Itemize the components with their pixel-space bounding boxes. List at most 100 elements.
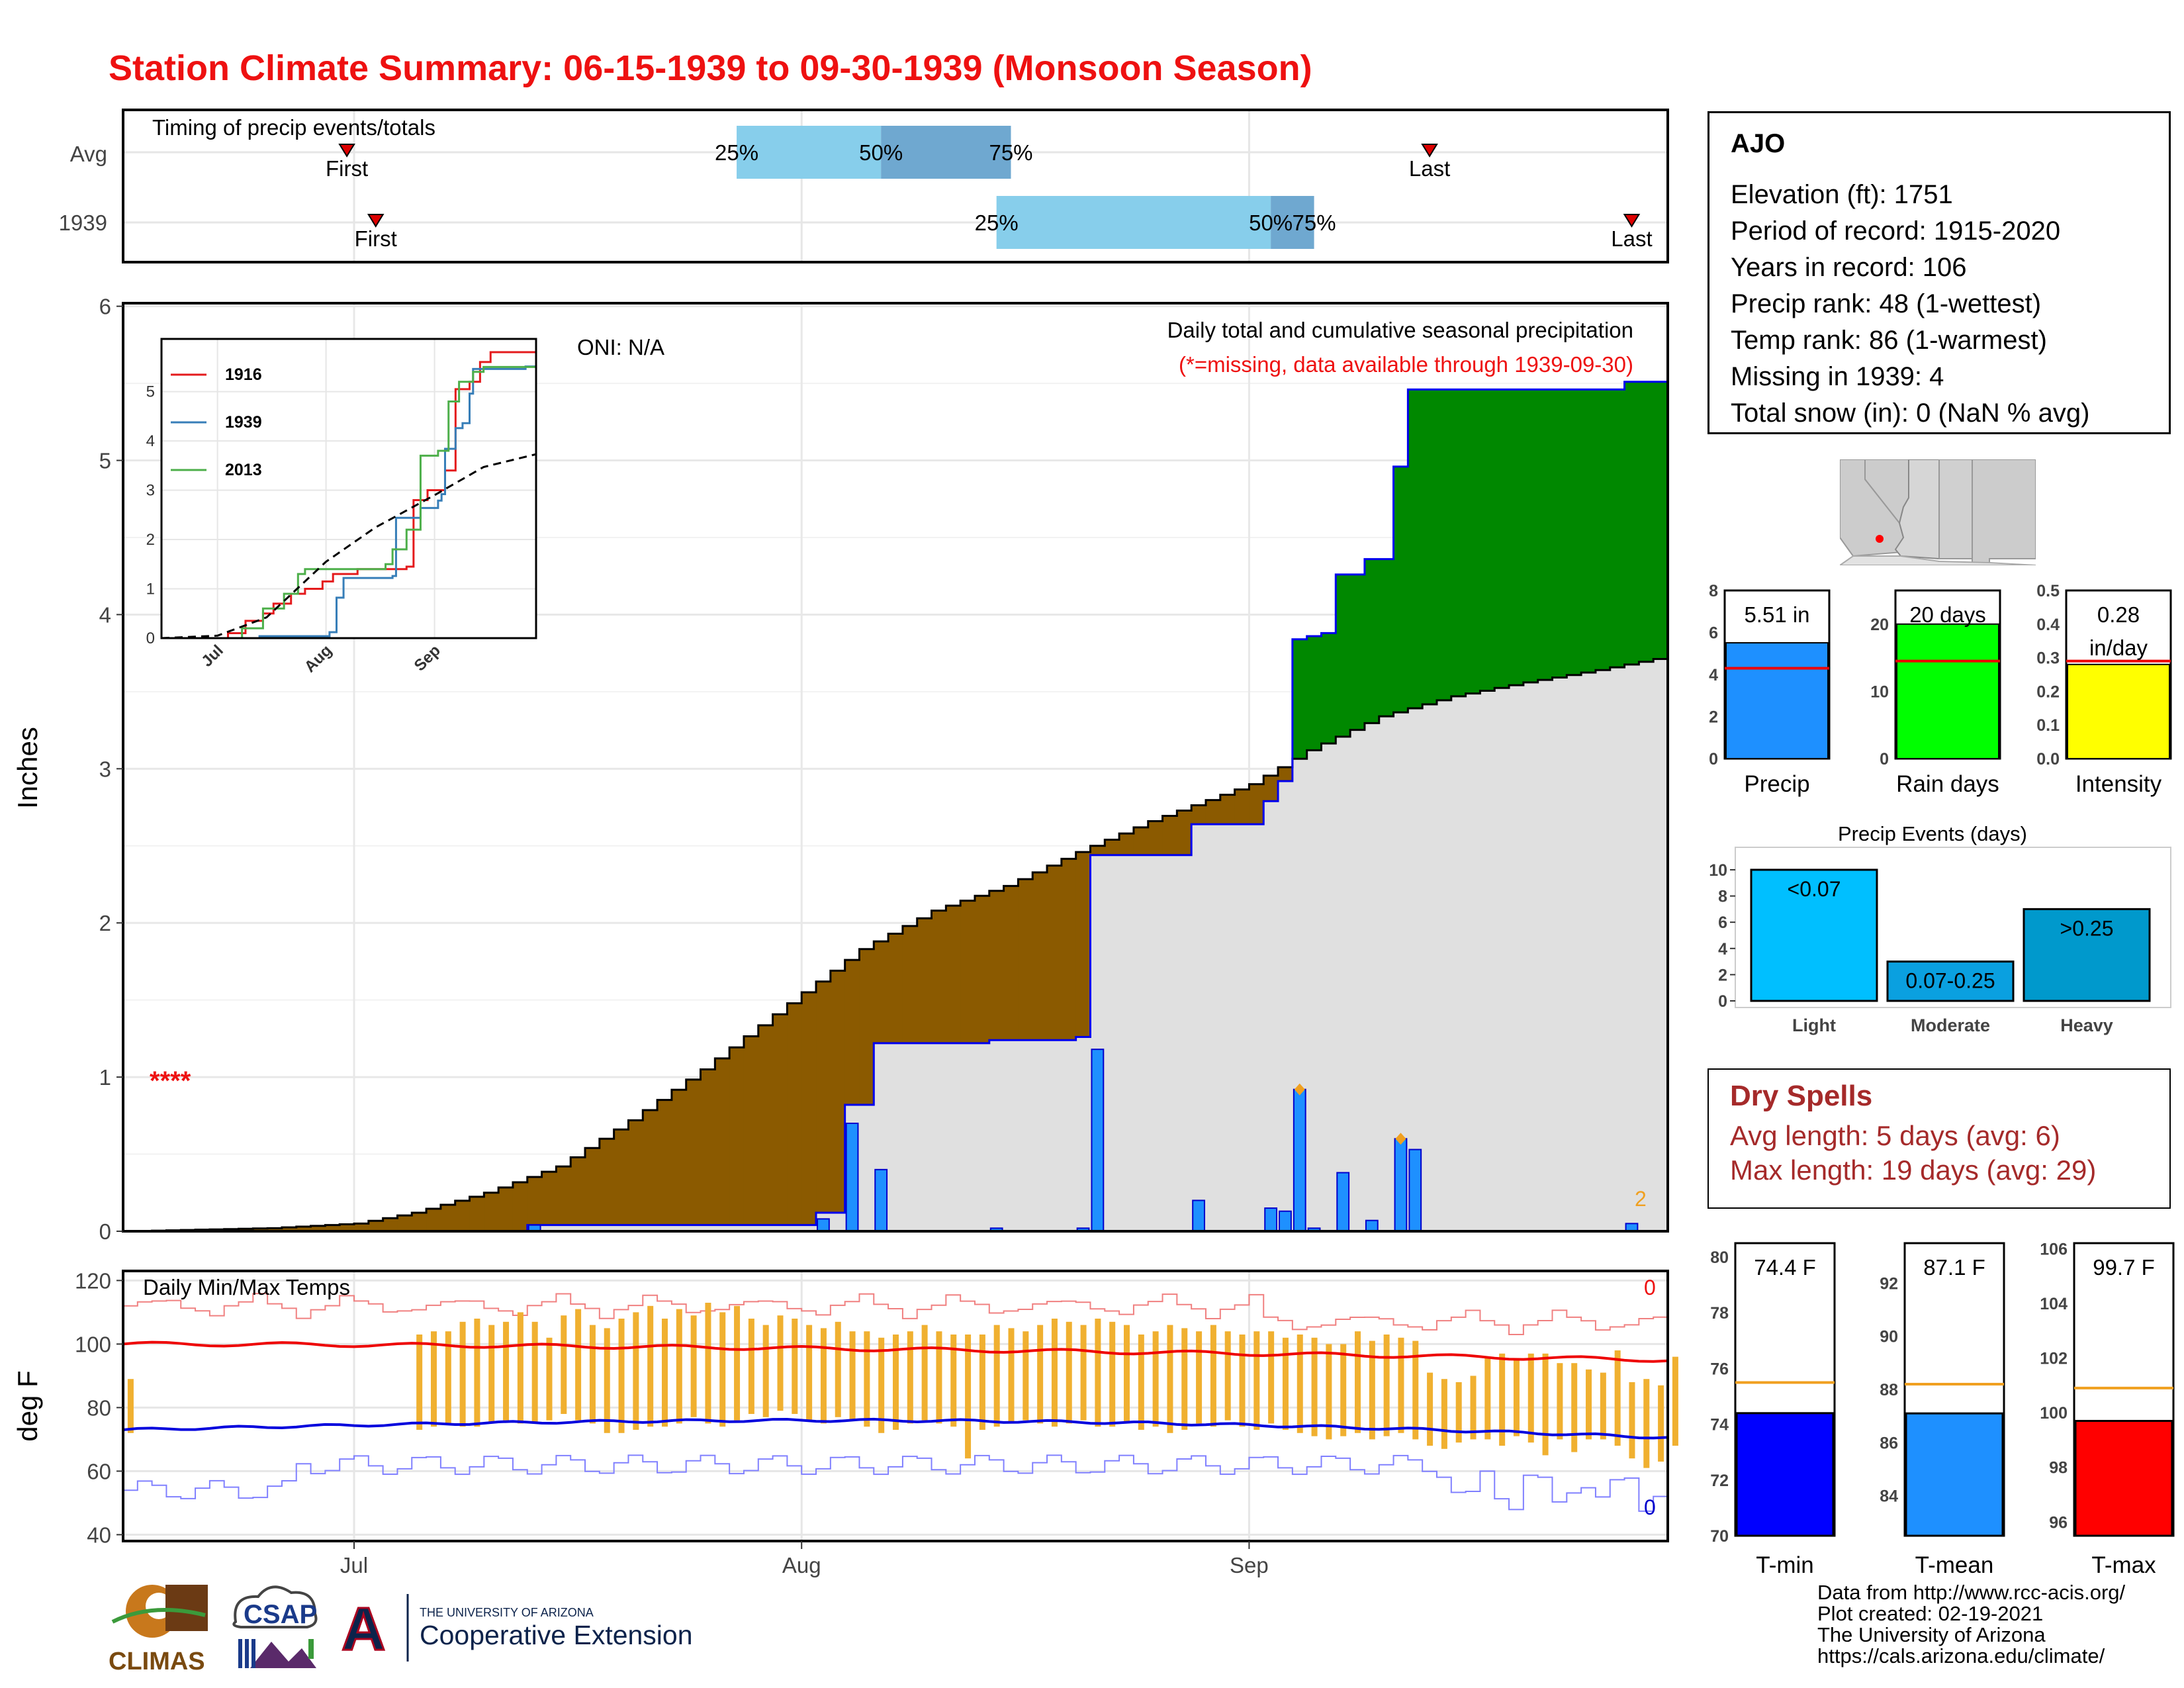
precip-events-bar-value: <0.07 <box>1788 877 1841 901</box>
surplus-area <box>1364 559 1380 724</box>
daily-temp-range-bar <box>1542 1353 1549 1456</box>
daily-temp-range-bar <box>647 1305 654 1427</box>
mini-bar-tick: 0 <box>1709 750 1718 769</box>
deficit-area <box>1119 833 1134 855</box>
surplus-area <box>1393 466 1408 713</box>
precip-events-bar-heavy <box>2023 908 2151 1002</box>
x-tick-label-sep: Sep <box>1230 1553 1269 1577</box>
deficit-area <box>917 918 933 1043</box>
precip-note-line1: Daily total and cumulative seasonal prec… <box>1167 318 1633 342</box>
deficit-area <box>585 1148 600 1225</box>
daily-temp-range-bar <box>762 1325 769 1417</box>
deficit-area <box>1105 839 1120 855</box>
timing-q25-label: 25% <box>975 211 1019 235</box>
inset-legend-label: 2013 <box>225 461 262 479</box>
temp-bar-label: T-max <box>2091 1552 2156 1578</box>
page-title: Station Climate Summary: 06-15-1939 to 0… <box>109 48 1312 88</box>
daily-temp-range-bar <box>1239 1335 1246 1427</box>
deficit-area <box>801 992 817 1225</box>
temp-bar-tick: 100 <box>2040 1404 2068 1423</box>
deficit-area <box>310 1225 326 1231</box>
station-info-panel: AJO Elevation (ft): 1751 Period of record… <box>1707 111 2171 434</box>
precip-events-bar-label: Heavy <box>2060 1015 2113 1035</box>
deficit-area <box>1191 805 1206 825</box>
daily-temp-range-bar <box>430 1331 437 1427</box>
mini-bar-tick: 10 <box>1870 682 1889 701</box>
station-dot <box>1876 535 1884 543</box>
surplus-area <box>1336 574 1351 737</box>
oni-label: ONI: N/A <box>577 335 664 359</box>
temp-bar-tick: 104 <box>2040 1295 2068 1313</box>
inset-ytick-label: 0 <box>146 630 155 647</box>
mini-bar-tick: 0.1 <box>2036 716 2060 735</box>
daily-temp-range-bar <box>1253 1331 1260 1430</box>
station-info-line: Temp rank: 86 (1-warmest) <box>1731 326 2047 355</box>
surplus-area <box>1610 389 1625 668</box>
deficit-area <box>498 1187 514 1231</box>
main-ytick-label: 4 <box>99 602 111 627</box>
mini-bar-intensity <box>2067 663 2170 759</box>
deficit-area <box>455 1200 471 1231</box>
temp-bar-value: 74.4 F <box>1754 1255 1816 1280</box>
daily-temp-range-bar <box>1398 1337 1404 1433</box>
surplus-area <box>1465 389 1480 694</box>
deficit-area <box>643 1109 658 1225</box>
temp-bar-tick: 84 <box>1880 1487 1898 1506</box>
daily-temp-range-bar <box>416 1335 423 1430</box>
missing-data-marker <box>1294 1083 1305 1096</box>
deficit-area <box>1205 800 1221 825</box>
timing-box-upper <box>1271 196 1314 249</box>
station-info-line: Precip rank: 48 (1-wettest) <box>1731 289 2042 318</box>
record-high-count: 0 <box>1644 1276 1656 1299</box>
record-low-count: 0 <box>1644 1495 1656 1519</box>
surplus-area <box>1292 639 1308 759</box>
daily-temp-range-bar <box>531 1321 538 1424</box>
inset-line-average <box>161 453 537 639</box>
daily-temp-range-bar <box>1455 1382 1462 1443</box>
surplus-area <box>1436 389 1452 700</box>
deficit-area <box>426 1208 441 1231</box>
average-min-temp-line <box>122 1417 1668 1440</box>
daily-temp-range-bar <box>835 1321 841 1417</box>
deficit-area <box>989 890 1005 1041</box>
daily-temp-range-bar <box>575 1309 582 1421</box>
record-high-line <box>123 1293 1668 1335</box>
daily-temp-range-bar <box>1080 1325 1087 1421</box>
surplus-area <box>1408 389 1423 709</box>
temp-bar-tick: 72 <box>1710 1472 1729 1490</box>
ua-a-letter: A <box>341 1595 385 1663</box>
daily-temp-range-bar <box>503 1321 510 1421</box>
daily-temp-range-bar <box>1196 1331 1203 1424</box>
deficit-area <box>253 1228 268 1231</box>
deficit-area <box>1133 827 1149 855</box>
timing-q50-label: 50% <box>859 140 903 165</box>
station-name: AJO <box>1731 129 1786 158</box>
deficit-area <box>946 906 961 1043</box>
dry-spells-title: Dry Spells <box>1730 1080 1873 1112</box>
missing-marker: **** <box>150 1066 191 1096</box>
deficit-area <box>888 933 903 1043</box>
daily-temp-range-bar <box>849 1331 856 1421</box>
deficit-area <box>758 1025 774 1225</box>
surplus-area <box>1639 381 1654 662</box>
mini-bar-tick: 0.3 <box>2036 649 2060 668</box>
daily-temp-range-bar <box>1023 1331 1029 1421</box>
surplus-area <box>1523 389 1539 682</box>
precip-events-bar-label: Light <box>1792 1015 1836 1035</box>
deficit-area <box>296 1227 312 1231</box>
daily-temp-range-bar <box>1167 1325 1173 1433</box>
daily-temp-range-bar <box>748 1319 754 1414</box>
footer-line-created: Plot created: 02-19-2021 <box>1817 1602 2044 1625</box>
deficit-area <box>469 1196 484 1231</box>
inset-ytick-label: 5 <box>146 383 155 401</box>
deficit-area <box>1075 852 1091 1037</box>
temp-bar-tick: 92 <box>1880 1274 1898 1293</box>
daily-temp-range-bar <box>1614 1350 1621 1446</box>
events-ytick-label: 6 <box>1718 914 1727 932</box>
mini-bar-tick: 0.5 <box>2036 582 2060 600</box>
footer-line-data: Data from http://www.rcc-acis.org/ <box>1817 1581 2126 1604</box>
surplus-area <box>1350 574 1365 730</box>
daily-temp-range-bar <box>1152 1331 1159 1427</box>
station-info-line: Total snow (in): 0 (NaN % avg) <box>1731 399 2090 428</box>
